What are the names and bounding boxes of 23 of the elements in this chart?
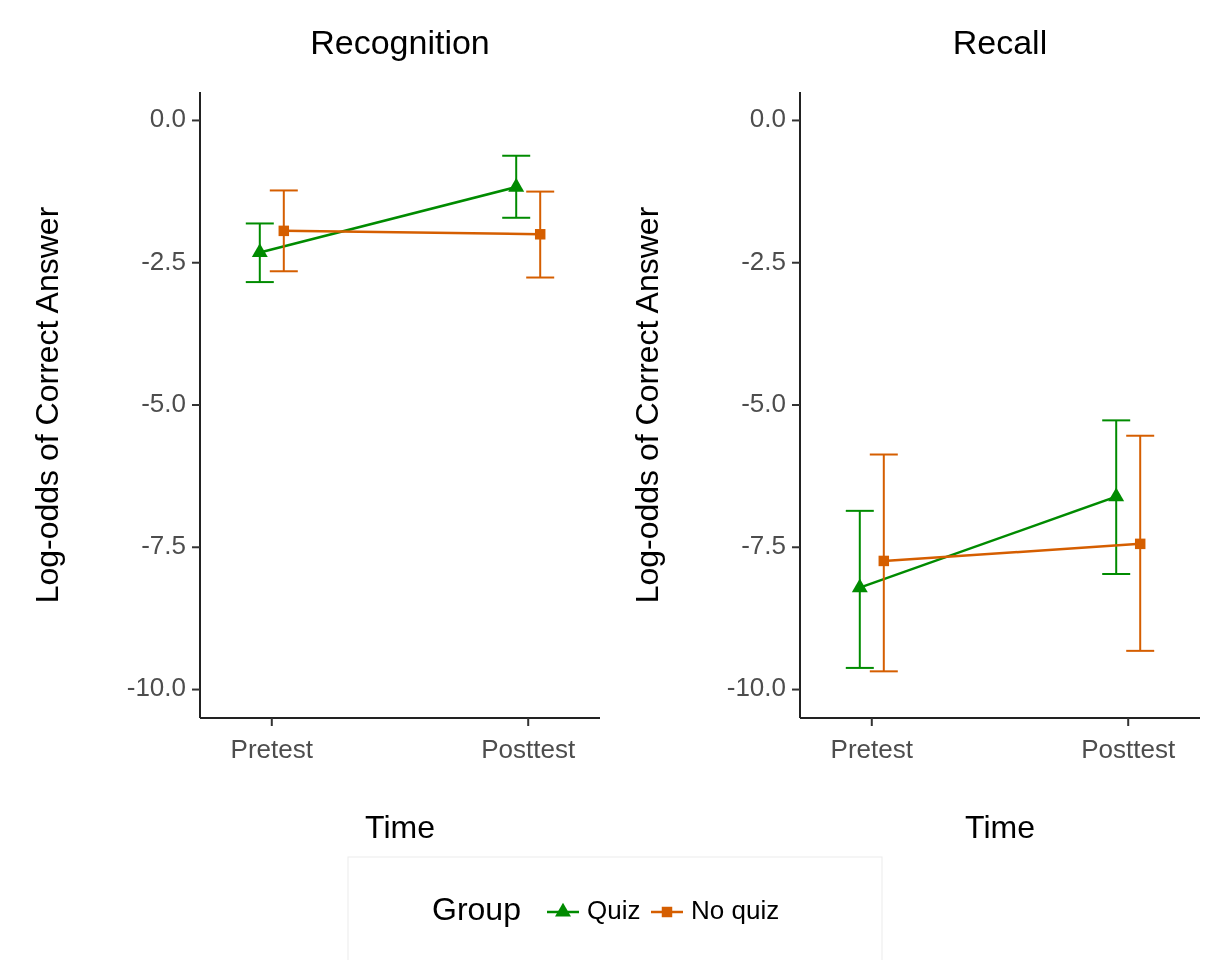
- y-axis-title: Log-odds of Correct Answer: [29, 206, 66, 604]
- chart-title: Recognition: [310, 22, 490, 61]
- legend-title: Group: [432, 891, 521, 928]
- y-tick-label: -10.0: [726, 672, 786, 703]
- y-tick-label: -2.5: [141, 245, 186, 276]
- y-tick-label: 0.0: [149, 103, 186, 134]
- x-axis-title: Time: [365, 809, 435, 846]
- x-tick-label: Pretest: [830, 734, 914, 764]
- legend-label: Quiz: [587, 894, 641, 925]
- x-tick-label: Posttest: [481, 734, 576, 764]
- y-axis-title: Log-odds of Correct Answer: [629, 206, 666, 604]
- y-tick-label: -7.5: [141, 530, 186, 561]
- y-tick-label: 0.0: [749, 103, 786, 134]
- y-tick-label: -5.0: [741, 387, 786, 418]
- chart-title: Recall: [952, 22, 1048, 61]
- y-tick-label: -10.0: [126, 672, 186, 703]
- y-tick-label: -7.5: [741, 530, 786, 561]
- y-tick-label: -5.0: [141, 387, 186, 418]
- x-tick-label: Posttest: [1081, 734, 1176, 764]
- y-tick-label: -2.5: [741, 245, 786, 276]
- legend-label: No quiz: [691, 894, 780, 925]
- x-axis-title: Time: [965, 809, 1035, 846]
- x-tick-label: Pretest: [230, 734, 314, 764]
